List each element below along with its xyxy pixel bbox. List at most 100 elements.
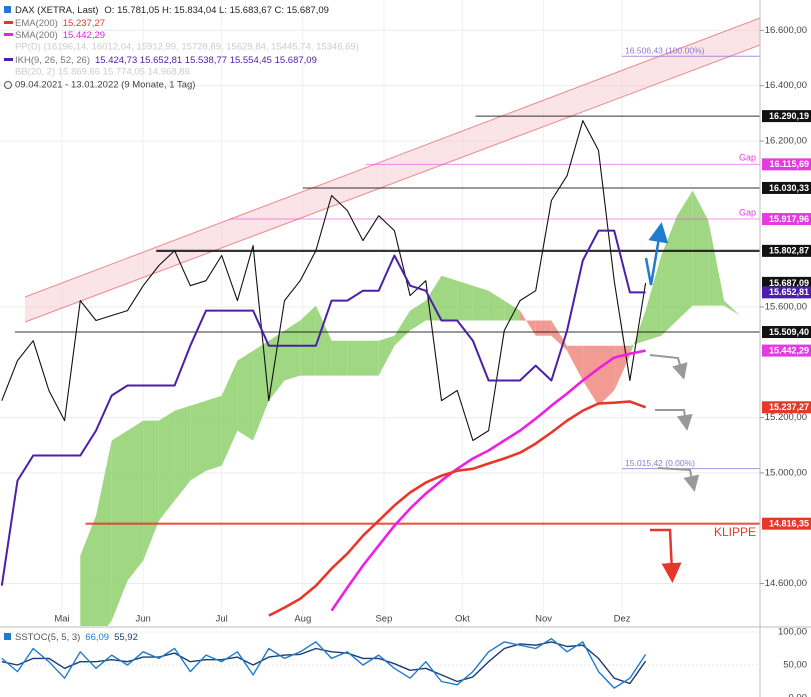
oscillator-layer: 0,00 50,00 100,00 [0,627,807,697]
faded-legend: PP(D) (16196,14, 16012,04, 15912,99, 157… [15,42,359,53]
level-label: 15.509,40 [769,327,809,337]
cloud-segment [190,400,206,481]
cloud-segment [394,310,411,346]
faded-legend: BB(20, 2) 15.869,66 15.774,05 14.968,86 [15,67,190,78]
x-tick-label: Aug [294,614,311,625]
cloud-segment [363,340,379,376]
fib-label: 15.015,42 (0.00%) [625,458,695,468]
legend-icon [4,633,11,640]
oscillator-line [1,637,647,689]
y-tick-label: 100,00 [778,627,807,638]
level-label: 16.115,69 [769,159,809,169]
level-label: 16.030,33 [769,183,809,193]
cloud-segment [331,340,348,376]
cloud-segment [378,335,395,376]
oscillator-line [1,641,647,685]
cloud-layer [80,190,740,626]
cloud-segment [111,430,128,621]
cloud-segment [645,255,662,341]
legend-name: EMA(200) [15,18,58,29]
period: 09.04.2021 - 13.01.2022 (9 Monate, 1 Tag… [15,80,195,91]
level-box [762,213,811,226]
cloud-segment [410,300,426,331]
level-box [762,110,811,123]
level-box [762,181,811,194]
cloud-segment [237,350,254,441]
oscillator-header: SSTOC(5, 5, 3) 66,09 55,92 [4,632,138,643]
cloud-segment [268,330,285,401]
level-box [762,401,811,414]
lines-layer [0,120,647,617]
y-tick-label: 16.400,00 [765,80,807,91]
level-box [762,517,811,530]
clock-icon [4,81,12,89]
cloud-segment [206,395,222,471]
level-note: KLIPPE [714,525,756,539]
legend-swatch [4,58,13,61]
cloud-segment [520,310,536,336]
x-tick-label: Jun [135,614,150,625]
cloud-segment [708,220,725,306]
legend-name: DAX (XETRA, Last) [15,5,98,16]
cloud-segment [96,440,112,626]
x-tick-label: Dez [614,614,631,625]
y-tick-label: 15.000,00 [765,467,807,478]
level-box [762,286,811,299]
gray-arrow [655,409,693,431]
level-box [762,326,811,339]
legend-value: 15.442,29 [63,30,105,41]
cloud-segment [315,305,332,376]
legend-value: 15.424,73 15.652,81 15.538,77 15.554,45 … [95,55,317,66]
x-tick-label: Okt [455,614,470,625]
red-arrow [650,528,682,583]
legend-swatch [4,21,13,24]
osc-lines [1,637,647,689]
cloud-segment [724,300,740,316]
legend-name: IKH(9, 26, 52, 26) [15,55,90,66]
legend-value: 66,09 [85,632,109,643]
cloud-segment [347,340,363,376]
level-note: Gap [739,153,756,163]
legend-name: SSTOC(5, 5, 3) [15,632,80,643]
cloud-segment [174,405,191,501]
cloud-segment [127,420,144,581]
cloud-segment [441,275,458,321]
cloud-segment [80,515,96,626]
trend-channel [25,18,760,322]
level-label: 15.237,27 [769,402,809,412]
gray-arrow [657,467,700,492]
legend-name: SMA(200) [15,30,58,41]
x-tick-label: Sep [375,614,392,625]
cloud-segment [143,420,159,561]
legend-value: 55,92 [114,632,138,643]
level-label: 15.442,29 [769,345,809,355]
level-box [762,276,811,289]
legend-entry: EMA(200) 15.237,27 [15,18,105,29]
legend-entry: IKH(9, 26, 52, 26) 15.424,73 15.652,81 15… [15,55,317,66]
y-tick-label: 0,00 [789,693,808,697]
level-label: 15.802,87 [769,246,809,256]
cloud-segment [567,345,583,381]
y-tick-label: 15.200,00 [765,412,807,423]
legend-entry: DAX (XETRA, Last) O: 15.781,05 H: 15.834,… [15,5,329,16]
header: DAX (XETRA, Last) O: 15.781,05 H: 15.834,… [4,5,359,91]
cloud-segment [457,280,473,321]
x-tick-label: Mai [54,614,69,625]
y-tick-label: 16.600,00 [765,25,807,36]
legend-swatch [4,33,13,36]
fib-label: 16.506,43 (100.00%) [625,46,705,56]
cloud-segment [598,345,615,406]
x-tick-label: Nov [535,614,552,625]
cloud-segment [284,320,301,381]
blue-arrow [644,222,669,286]
y-tick-label: 16.200,00 [765,136,807,147]
price-line [1,120,647,442]
level-box [762,158,811,171]
legend-entry: SSTOC(5, 5, 3) 66,09 55,92 [15,632,138,643]
cloud-segment [535,320,552,336]
cloud-segment [221,360,238,466]
cloud-segment [253,340,269,441]
legend-icon [4,6,11,13]
